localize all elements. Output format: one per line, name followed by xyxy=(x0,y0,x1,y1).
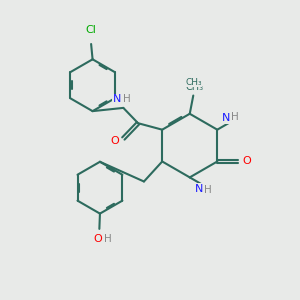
Text: O: O xyxy=(242,157,251,166)
Text: N: N xyxy=(194,184,203,194)
Text: H: H xyxy=(123,94,131,104)
Text: O: O xyxy=(94,234,102,244)
Text: CH₃: CH₃ xyxy=(185,82,203,92)
Text: O: O xyxy=(111,136,119,146)
Text: N: N xyxy=(222,113,230,124)
Text: H: H xyxy=(231,112,239,122)
Text: N: N xyxy=(113,94,121,104)
Text: H: H xyxy=(104,234,112,244)
Text: H: H xyxy=(203,185,211,195)
Text: Cl: Cl xyxy=(85,25,96,34)
Text: CH₃: CH₃ xyxy=(186,78,202,87)
